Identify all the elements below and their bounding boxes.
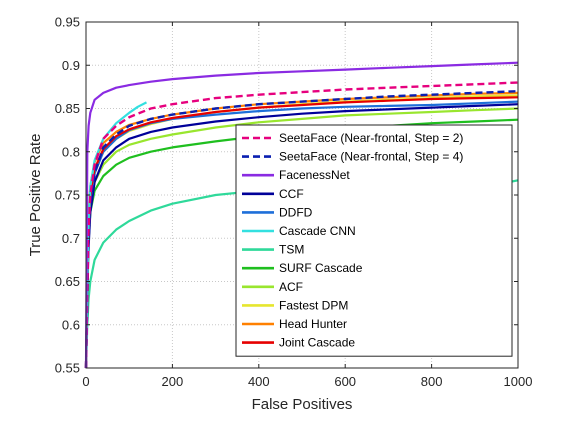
x-tick-label: 400	[248, 374, 270, 389]
legend: SeetaFace (Near-frontal, Step = 2) SeetaF…	[235, 124, 513, 357]
y-tick-label: 0.9	[62, 58, 80, 73]
legend-label: CCF	[279, 187, 304, 201]
x-tick-label: 600	[334, 374, 356, 389]
legend-label: DDFD	[279, 205, 313, 219]
series-line-0	[84, 81, 519, 369]
x-tick-label: 0	[82, 374, 89, 389]
legend-label: Cascade CNN	[279, 224, 356, 238]
series-line-3	[84, 103, 519, 369]
legend-label: SURF Cascade	[279, 261, 363, 275]
legend-label: ACF	[279, 280, 303, 294]
series-line-1	[84, 90, 519, 369]
x-tick-label: 200	[162, 374, 184, 389]
y-tick-label: 0.75	[55, 188, 80, 203]
legend-box	[235, 124, 513, 357]
legend-label: SeetaFace (Near-frontal, Step = 2)	[279, 131, 463, 145]
y-axis-label: True Positive Rate	[27, 134, 44, 257]
y-tick-label: 0.8	[62, 144, 80, 159]
series-line-5	[84, 101, 147, 369]
y-tick-label: 0.6	[62, 317, 80, 332]
legend-label: Head Hunter	[279, 317, 347, 331]
y-tick-label: 0.95	[55, 15, 80, 30]
legend-label: FacenessNet	[279, 168, 350, 182]
legend-label: Joint Cascade	[279, 336, 355, 350]
legend-label: SeetaFace (Near-frontal, Step = 4)	[279, 150, 463, 164]
y-tick-label: 0.65	[55, 274, 80, 289]
y-tick-label: 0.7	[62, 231, 80, 246]
legend-label: TSM	[279, 243, 304, 257]
x-axis-label: False Positives	[252, 396, 353, 413]
legend-label: Fastest DPM	[279, 298, 348, 312]
x-tick-label: 800	[421, 374, 443, 389]
y-tick-label: 0.55	[55, 361, 80, 376]
series-line-2	[84, 61, 519, 369]
axis-ticks: 0 200 400 600 800 1000 0.55 0.6 0.65 0.7 0.75 0.8 0.…	[55, 15, 533, 390]
y-tick-label: 0.85	[55, 101, 80, 116]
series-layer	[84, 61, 519, 369]
x-tick-label: 1000	[504, 374, 533, 389]
